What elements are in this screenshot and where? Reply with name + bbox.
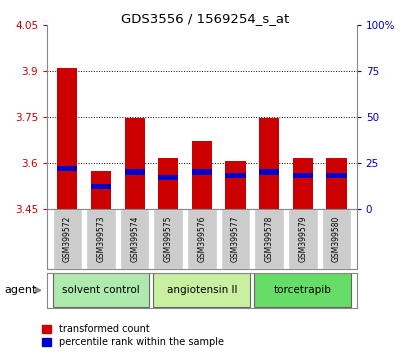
Text: GSM399576: GSM399576	[197, 216, 206, 262]
Bar	[225, 173, 245, 178]
Text: GSM399575: GSM399575	[163, 216, 172, 262]
Bar	[124, 118, 144, 209]
Text: GSM399577: GSM399577	[231, 216, 240, 262]
Bar	[220, 209, 250, 269]
Bar	[119, 209, 149, 269]
Bar	[158, 175, 178, 180]
Bar	[158, 158, 178, 209]
Text: GSM399574: GSM399574	[130, 216, 139, 262]
Bar	[258, 118, 279, 209]
Text: GSM399572: GSM399572	[63, 216, 72, 262]
Bar	[326, 173, 346, 178]
Bar	[153, 273, 250, 307]
Bar	[57, 68, 77, 209]
Bar	[153, 209, 183, 269]
Text: GSM399580: GSM399580	[331, 216, 340, 262]
Text: agent: agent	[4, 285, 36, 295]
Bar	[191, 170, 211, 175]
Text: GSM399578: GSM399578	[264, 216, 273, 262]
Legend: transformed count, percentile rank within the sample: transformed count, percentile rank withi…	[42, 325, 224, 347]
Bar	[187, 209, 216, 269]
Text: angiotensin II: angiotensin II	[166, 285, 236, 295]
Bar	[254, 273, 351, 307]
Bar	[91, 184, 111, 189]
Bar	[292, 173, 312, 178]
Bar	[258, 170, 279, 175]
Bar	[288, 209, 317, 269]
Bar	[326, 158, 346, 209]
Text: solvent control: solvent control	[62, 285, 139, 295]
Text: GSM399573: GSM399573	[96, 216, 105, 262]
Bar	[86, 209, 115, 269]
Bar	[57, 166, 77, 171]
Bar	[191, 141, 211, 209]
Bar	[52, 273, 149, 307]
Bar	[254, 209, 283, 269]
Bar	[321, 209, 351, 269]
Text: GSM399579: GSM399579	[298, 216, 307, 262]
Bar	[292, 158, 312, 209]
Text: GDS3556 / 1569254_s_at: GDS3556 / 1569254_s_at	[121, 12, 288, 25]
Bar	[52, 209, 82, 269]
Bar	[91, 171, 111, 209]
Bar	[225, 161, 245, 209]
Text: torcetrapib: torcetrapib	[273, 285, 331, 295]
Bar	[124, 170, 144, 175]
